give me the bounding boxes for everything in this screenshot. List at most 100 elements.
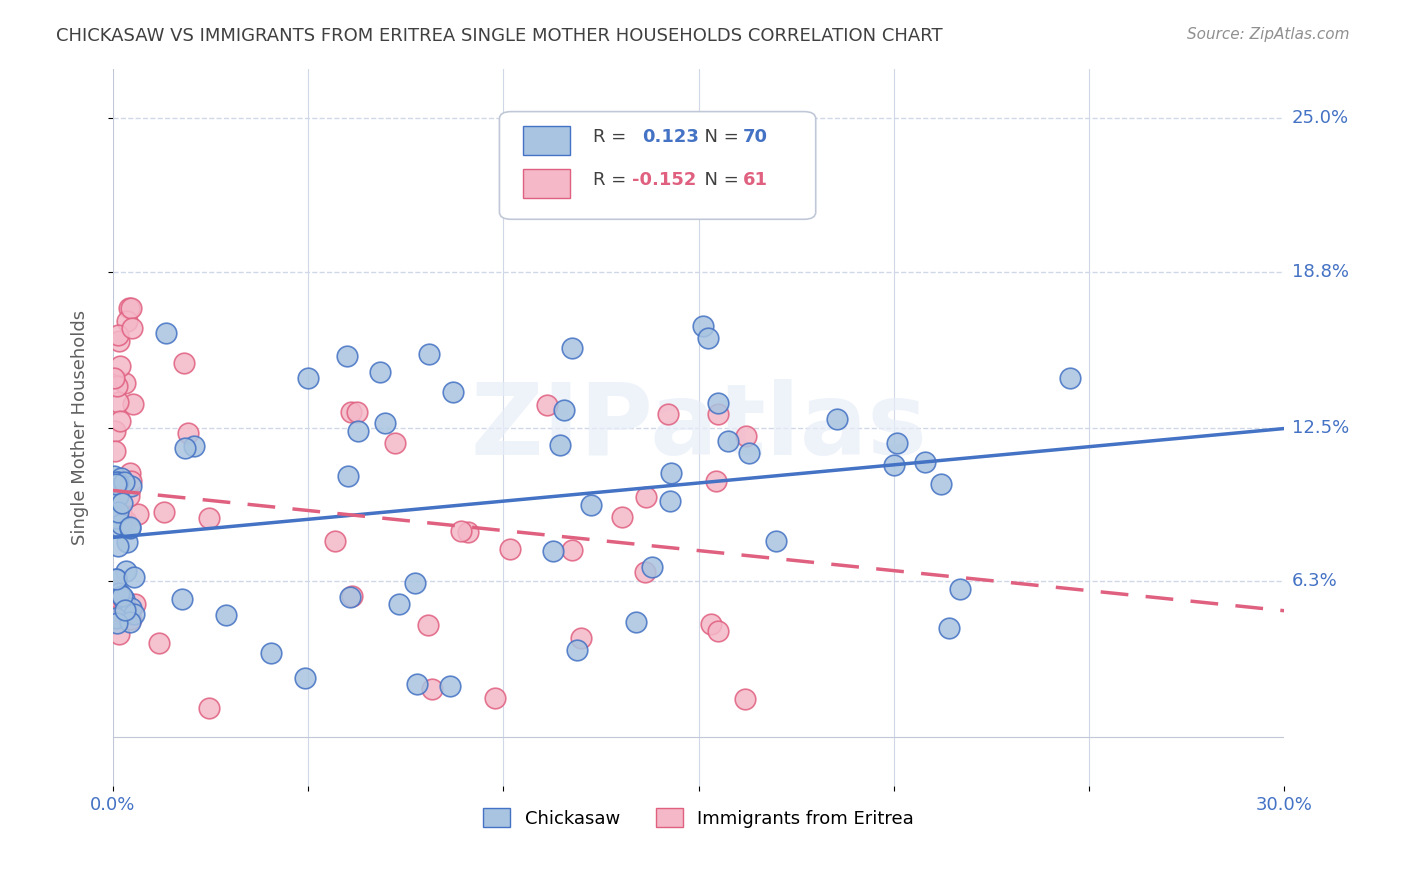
Point (883, 458, 905, 472)
Point (122, 397, 145, 411)
Point (634, 565, 657, 579)
Point (117, 534, 139, 549)
Point (108, 414, 131, 428)
Point (104, 444, 127, 458)
Point (110, 516, 132, 531)
Point (765, 534, 787, 549)
Text: N =: N = (693, 128, 744, 145)
Point (172, 592, 194, 607)
Point (183, 439, 205, 453)
Point (108, 627, 131, 641)
Point (118, 489, 141, 503)
Point (107, 395, 129, 409)
Point (173, 356, 195, 370)
Point (561, 341, 583, 355)
Point (215, 607, 238, 622)
Point (553, 403, 575, 417)
Point (120, 600, 142, 615)
Point (704, 475, 727, 489)
Point (661, 467, 683, 481)
Point (108, 334, 131, 349)
Text: 18.8%: 18.8% (1292, 262, 1350, 280)
Point (155, 326, 177, 341)
Point (388, 597, 411, 611)
Point (148, 636, 170, 650)
Text: N =: N = (693, 170, 749, 189)
Point (103, 591, 125, 606)
Text: 61: 61 (744, 170, 768, 189)
Point (114, 376, 136, 391)
Point (110, 496, 132, 510)
Point (104, 583, 127, 598)
Point (112, 591, 135, 606)
Point (104, 477, 127, 491)
Point (738, 446, 761, 460)
Point (105, 572, 128, 586)
Point (105, 475, 128, 489)
Point (294, 672, 316, 686)
Point (153, 505, 176, 519)
Point (118, 467, 141, 481)
Point (114, 514, 136, 528)
Point (443, 385, 465, 400)
FancyBboxPatch shape (499, 112, 815, 219)
Point (115, 564, 138, 578)
Point (114, 603, 136, 617)
Point (418, 347, 440, 361)
Point (641, 559, 664, 574)
Point (110, 471, 132, 485)
Text: R =: R = (593, 170, 633, 189)
Point (484, 691, 506, 706)
Point (692, 319, 714, 334)
Point (707, 396, 730, 410)
Point (541, 544, 564, 558)
Point (571, 631, 593, 645)
Point (657, 408, 679, 422)
Point (105, 616, 128, 631)
Text: 25.0%: 25.0% (1292, 109, 1350, 127)
Point (1059, 371, 1081, 385)
Point (706, 407, 728, 421)
Point (103, 468, 125, 483)
Point (450, 524, 472, 539)
Point (120, 301, 142, 316)
Point (929, 476, 952, 491)
Point (734, 691, 756, 706)
Text: 0.123: 0.123 (643, 128, 699, 145)
Point (416, 618, 439, 632)
Legend: Chickasaw, Immigrants from Eritrea: Chickasaw, Immigrants from Eritrea (475, 801, 921, 835)
Point (374, 416, 396, 430)
Point (567, 642, 589, 657)
Point (115, 314, 138, 328)
Point (439, 679, 461, 693)
Point (198, 511, 221, 525)
Point (107, 328, 129, 343)
Point (636, 490, 658, 504)
Point (914, 455, 936, 469)
Point (107, 475, 129, 490)
Point (104, 572, 127, 586)
Point (118, 301, 141, 315)
Point (107, 591, 129, 606)
Point (581, 498, 603, 512)
Point (323, 533, 346, 548)
Point (340, 405, 363, 419)
Point (339, 590, 361, 604)
Point (115, 602, 138, 616)
FancyBboxPatch shape (523, 169, 569, 198)
Text: R =: R = (593, 128, 638, 145)
Point (105, 511, 128, 525)
Point (107, 505, 129, 519)
Text: 70: 70 (744, 128, 768, 145)
Point (457, 524, 479, 539)
Point (120, 479, 142, 493)
Point (384, 436, 406, 450)
Point (707, 624, 730, 638)
Point (121, 321, 143, 335)
Point (107, 607, 129, 621)
Point (696, 331, 718, 345)
Point (112, 475, 135, 490)
Point (110, 359, 132, 374)
Point (107, 519, 129, 533)
Point (406, 677, 429, 691)
